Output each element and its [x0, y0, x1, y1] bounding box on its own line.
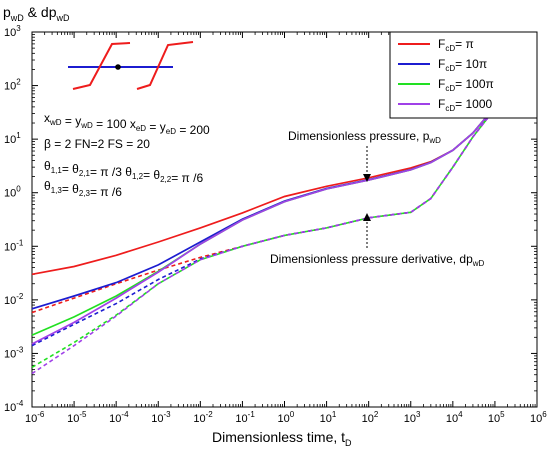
x-tick-label: 10-3	[151, 410, 171, 425]
x-tick-label: 101	[320, 410, 337, 425]
fracture-left	[72, 42, 131, 90]
y-tick-label: 10-4	[4, 399, 24, 414]
annotation-pressure: Dimensionless pressure, pwD	[288, 129, 441, 182]
fracture-schematic	[68, 41, 194, 90]
x-tick-label: 100	[278, 410, 295, 425]
annotation-derivative-text: Dimensionless pressure derivative, dpwD	[270, 252, 485, 268]
annotation-pressure-arrowhead	[363, 174, 371, 182]
x-tick-label: 104	[446, 410, 463, 425]
x-tick-label: 10-1	[235, 410, 255, 425]
annotation-pressure-text: Dimensionless pressure, pwD	[288, 129, 441, 145]
legend-label: FcD= 10π	[438, 57, 487, 73]
parameter-line: θ1,3= θ2,3= π /6	[44, 179, 122, 199]
legend-label: FcD= 100π	[438, 77, 494, 93]
y-tick-label: 102	[4, 78, 21, 93]
y-tick-label: 10-2	[4, 292, 24, 307]
x-tick-label: 102	[362, 410, 379, 425]
legend-label: FcD= π	[438, 37, 474, 53]
x-tick-label: 10-6	[25, 410, 45, 425]
y-tick-label: 103	[4, 24, 21, 39]
parameter-line: θ1,1= θ2,1= π /3 θ1,2= θ2,2= π /6	[44, 159, 203, 185]
x-tick-label: 10-2	[193, 410, 213, 425]
y-tick-label: 10-1	[4, 238, 24, 253]
derivative-line-fcd-1000	[31, 75, 538, 375]
x-tick-label: 10-5	[67, 410, 87, 425]
x-axis-title: Dimensionless time, tD	[212, 429, 352, 448]
y-tick-label: 100	[4, 185, 21, 200]
pressure-line-fcd-1000	[31, 75, 538, 345]
y-tick-label: 10-3	[4, 345, 24, 360]
legend-box	[389, 31, 538, 119]
annotation-derivative: Dimensionless pressure derivative, dpwD	[270, 213, 485, 268]
x-tick-label: 103	[404, 410, 421, 425]
annotation-derivative-arrowhead	[363, 213, 371, 221]
wellbore-dot	[115, 64, 121, 70]
series-layer	[31, 75, 538, 375]
legend: FcD= π FcD= 10π FcD= 100π FcD= 1000	[389, 31, 538, 119]
x-tick-label: 105	[488, 410, 505, 425]
axis-tick-labels: 10-6 10-5 10-4 10-3 10-2 10-1 100 101 102 103 104 1…	[4, 24, 547, 425]
parameter-line: β = 2 FN=2 FS = 20	[44, 137, 150, 151]
axis-ticks	[31, 31, 538, 408]
y-axis-title: pwD & dpwD	[3, 4, 70, 23]
legend-label: FcD= 1000	[438, 97, 492, 113]
y-tick-label: 101	[4, 131, 21, 146]
derivative-line-fcd-100pi	[31, 75, 538, 368]
parameter-line: xwD = ywD = 100 xeD = yeD = 200	[44, 111, 210, 137]
x-tick-label: 106	[530, 410, 547, 425]
x-tick-label: 10-4	[109, 410, 129, 425]
fracture-right	[136, 41, 194, 90]
